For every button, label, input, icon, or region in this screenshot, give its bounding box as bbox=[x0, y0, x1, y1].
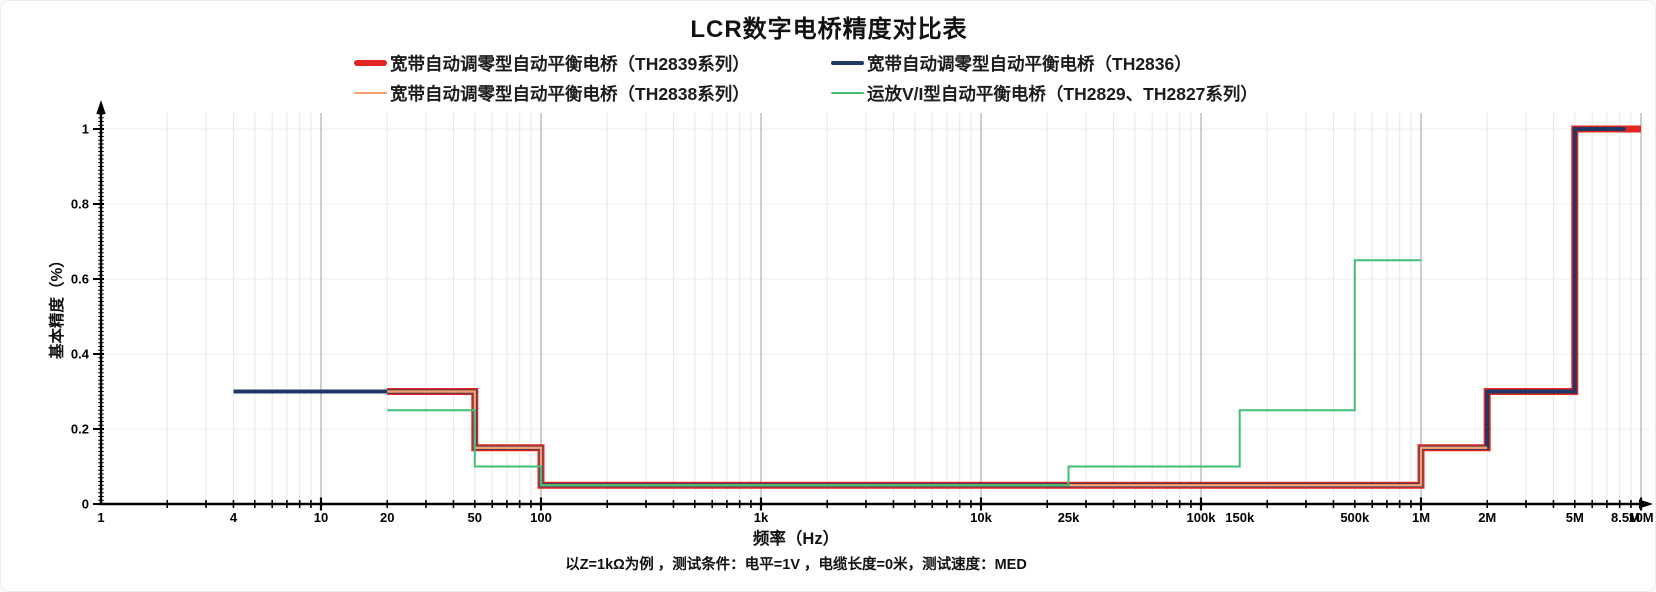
x-tick-label: 1k bbox=[754, 510, 769, 525]
x-tick-label: 150k bbox=[1225, 510, 1255, 525]
series-line-2 bbox=[387, 390, 1488, 487]
legend-line-marker bbox=[831, 91, 864, 95]
y-tick-label: 0.2 bbox=[71, 422, 89, 437]
x-axis-arrow bbox=[1639, 499, 1653, 509]
legend-line-marker bbox=[831, 61, 864, 65]
x-tick-label: 10 bbox=[314, 510, 328, 525]
legend-label: 运放V/I型自动平衡电桥（TH2829、TH2827系列） bbox=[867, 83, 1258, 104]
series-line-0 bbox=[387, 125, 1641, 489]
x-tick-label: 50 bbox=[468, 510, 482, 525]
series-line-3 bbox=[387, 259, 1421, 487]
y-tick-label: 1 bbox=[82, 122, 89, 137]
legend-line-marker bbox=[354, 60, 387, 66]
x-tick-label: 500k bbox=[1340, 510, 1370, 525]
x-tick-label: 4 bbox=[230, 510, 238, 525]
legend-label: 宽带自动调零型自动平衡电桥（TH2839系列） bbox=[390, 53, 750, 74]
x-tick-label: 10k bbox=[970, 510, 992, 525]
x-tick-label: 100 bbox=[530, 510, 552, 525]
x-tick-label: 1M bbox=[1412, 510, 1430, 525]
y-axis-arrow bbox=[96, 100, 106, 114]
legend-item-2[interactable]: 宽带自动调零型自动平衡电桥（TH2838系列） bbox=[354, 78, 831, 108]
x-tick-label: 8.5M bbox=[1611, 510, 1640, 525]
legend: 宽带自动调零型自动平衡电桥（TH2839系列） 宽带自动调零型自动平衡电桥（TH2… bbox=[354, 48, 1258, 108]
chart-title: LCR数字电桥精度对比表 bbox=[690, 16, 968, 43]
legend-item-0[interactable]: 宽带自动调零型自动平衡电桥（TH2839系列） bbox=[354, 48, 831, 78]
legend-item-3[interactable]: 运放V/I型自动平衡电桥（TH2829、TH2827系列） bbox=[831, 78, 1258, 108]
legend-label: 宽带自动调零型自动平衡电桥（TH2838系列） bbox=[390, 83, 750, 104]
x-tick-label: 5M bbox=[1566, 510, 1584, 525]
x-tick-label: 20 bbox=[380, 510, 394, 525]
x-tick-label: 1 bbox=[97, 510, 104, 525]
legend-line-marker bbox=[354, 91, 387, 95]
legend-item-1[interactable]: 宽带自动调零型自动平衡电桥（TH2836） bbox=[831, 48, 1258, 78]
series-line-1 bbox=[233, 127, 1626, 488]
legend-label: 宽带自动调零型自动平衡电桥（TH2836） bbox=[867, 53, 1192, 74]
x-tick-label: 25k bbox=[1058, 510, 1080, 525]
y-tick-label: 0.4 bbox=[71, 347, 90, 362]
y-axis-title: 基本精度（%） bbox=[49, 252, 66, 359]
y-tick-label: 0.8 bbox=[71, 197, 89, 212]
y-tick-label: 0.6 bbox=[71, 272, 89, 287]
test-conditions-note: 以Z=1kΩ为例 ，测试条件：电平=1V ，电缆长度=0米，测试速度：MED bbox=[565, 557, 1027, 573]
x-tick-label: 2M bbox=[1478, 510, 1496, 525]
x-axis-title: 频率（Hz） bbox=[752, 530, 840, 548]
y-tick-label: 0 bbox=[82, 497, 89, 512]
x-tick-label: 10M bbox=[1628, 510, 1653, 525]
x-tick-label: 100k bbox=[1187, 510, 1217, 525]
